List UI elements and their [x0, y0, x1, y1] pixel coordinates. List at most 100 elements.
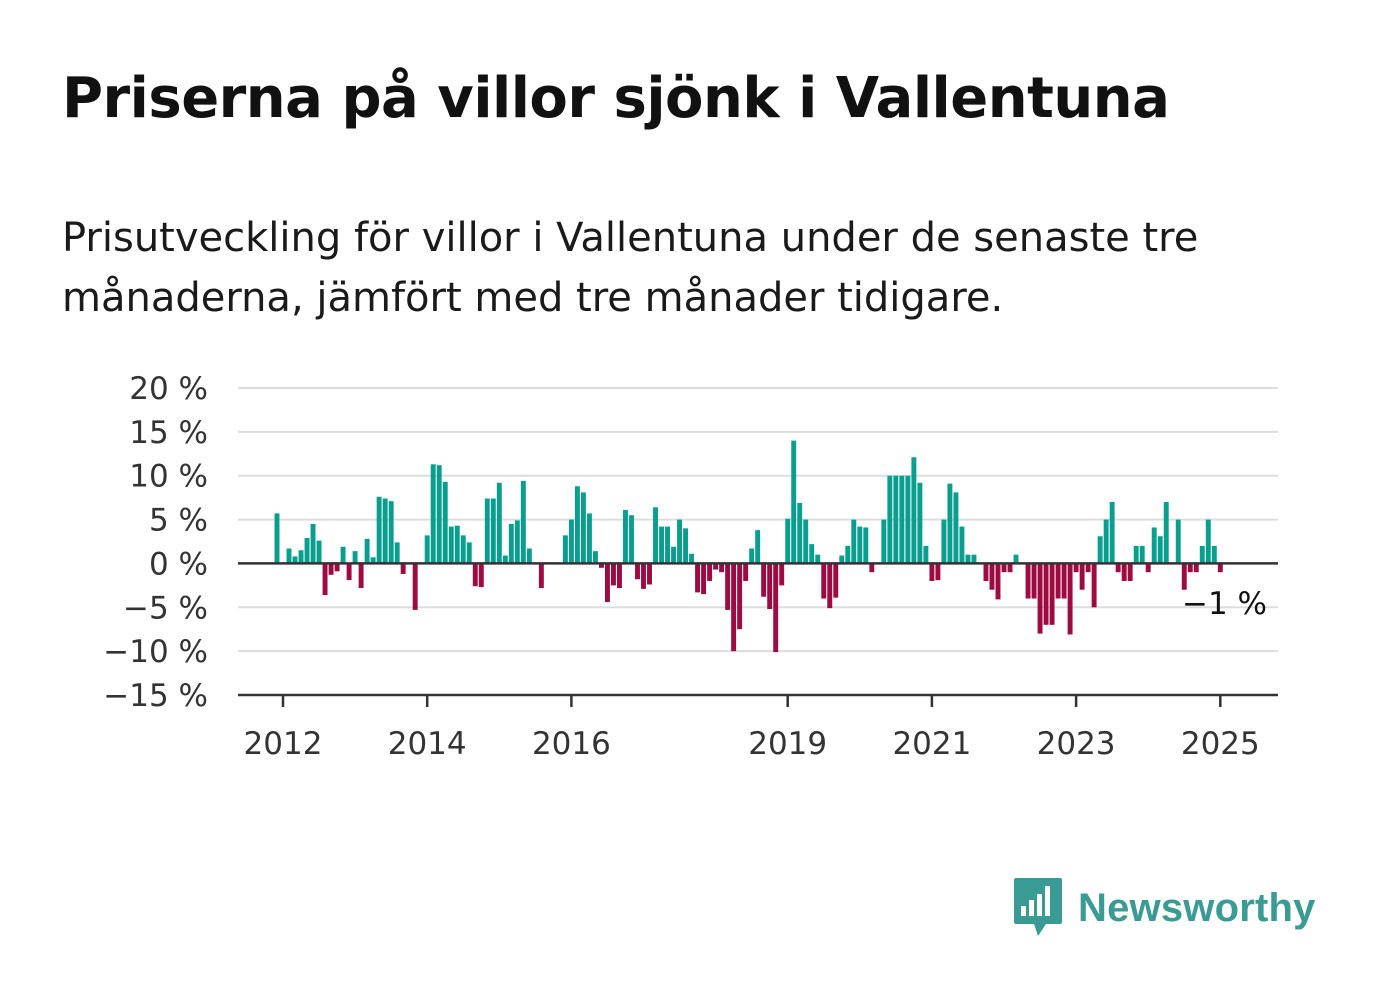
x-tick-label: 2025 [1181, 726, 1260, 762]
bar [827, 563, 833, 609]
bar-chart-speech-bubble-icon [1014, 878, 1062, 936]
bar [598, 563, 604, 568]
bar [340, 546, 346, 564]
bar [845, 545, 851, 564]
bar [695, 563, 701, 593]
bar [508, 523, 514, 564]
y-tick-label: 10 % [129, 459, 208, 495]
bar [364, 538, 370, 564]
bar [1007, 563, 1013, 573]
bar [580, 492, 586, 564]
bar [869, 563, 875, 573]
bar [773, 563, 779, 653]
bar [502, 555, 508, 564]
bar [496, 482, 502, 564]
bar [574, 486, 580, 564]
bar [893, 475, 899, 564]
y-tick-label: 15 % [129, 415, 208, 451]
bar [857, 526, 863, 564]
bar [917, 482, 923, 564]
bar [562, 535, 568, 564]
bar [1031, 563, 1037, 599]
bar [803, 519, 809, 564]
bar [1145, 563, 1151, 573]
bar [352, 551, 358, 564]
bar [899, 475, 905, 564]
bar [749, 548, 755, 564]
bar [1205, 519, 1211, 564]
chart-subtitle: Prisutveckling för villor i Vallentuna u… [62, 215, 1199, 321]
bar [298, 550, 304, 564]
bar [472, 563, 478, 587]
bar [881, 519, 887, 564]
bar [707, 563, 713, 581]
bar [821, 563, 827, 599]
bar [1085, 563, 1091, 573]
bar [604, 563, 610, 603]
bar [683, 528, 689, 564]
bar [400, 563, 406, 574]
bar [430, 464, 436, 564]
bar [1061, 563, 1067, 599]
bar [1115, 563, 1121, 573]
bar [388, 501, 394, 564]
bar [1055, 563, 1061, 599]
bar [779, 563, 785, 586]
bar [286, 548, 292, 564]
bar [442, 481, 448, 564]
bar [941, 519, 947, 564]
brand-name: Newsworthy [1078, 885, 1316, 930]
x-tick-label: 2014 [388, 726, 467, 762]
bar [1073, 563, 1079, 573]
bar [1217, 563, 1223, 573]
x-tick-label: 2019 [748, 726, 827, 762]
bar [995, 563, 1001, 600]
bar [647, 563, 652, 585]
bar [412, 563, 418, 610]
x-tick-label: 2023 [1037, 726, 1116, 762]
bar [454, 525, 460, 564]
bar [983, 563, 989, 581]
bar [743, 563, 749, 581]
bar [478, 563, 484, 588]
bar [1091, 563, 1097, 608]
bar [490, 498, 496, 564]
bar [701, 563, 707, 595]
bar [292, 556, 298, 564]
bar [923, 545, 929, 564]
bar [520, 480, 526, 564]
bar [1211, 545, 1217, 564]
bar [815, 554, 821, 564]
bar [1139, 545, 1145, 564]
bar [641, 563, 646, 589]
bar [965, 554, 971, 564]
bar [1175, 519, 1181, 564]
bar [665, 526, 670, 564]
bar [761, 563, 767, 597]
bar [863, 527, 869, 564]
bar [1187, 563, 1193, 573]
bar [797, 502, 803, 564]
bar [659, 526, 664, 564]
bar [911, 457, 917, 564]
x-tick-label: 2021 [892, 726, 971, 762]
bar [905, 475, 911, 564]
bar [394, 542, 400, 564]
bar [358, 563, 364, 588]
bar [833, 563, 839, 598]
bar [436, 465, 442, 564]
bar [1049, 563, 1055, 625]
bar [653, 507, 658, 564]
bar [316, 540, 322, 564]
bar [1001, 563, 1007, 573]
bar [586, 513, 592, 564]
bar [725, 563, 731, 610]
y-tick-label: 0 % [149, 546, 208, 582]
bar [1067, 563, 1073, 635]
bar [568, 519, 574, 564]
bar [1181, 563, 1187, 590]
bar [1097, 536, 1103, 564]
bar [346, 563, 352, 581]
bar [791, 440, 797, 564]
